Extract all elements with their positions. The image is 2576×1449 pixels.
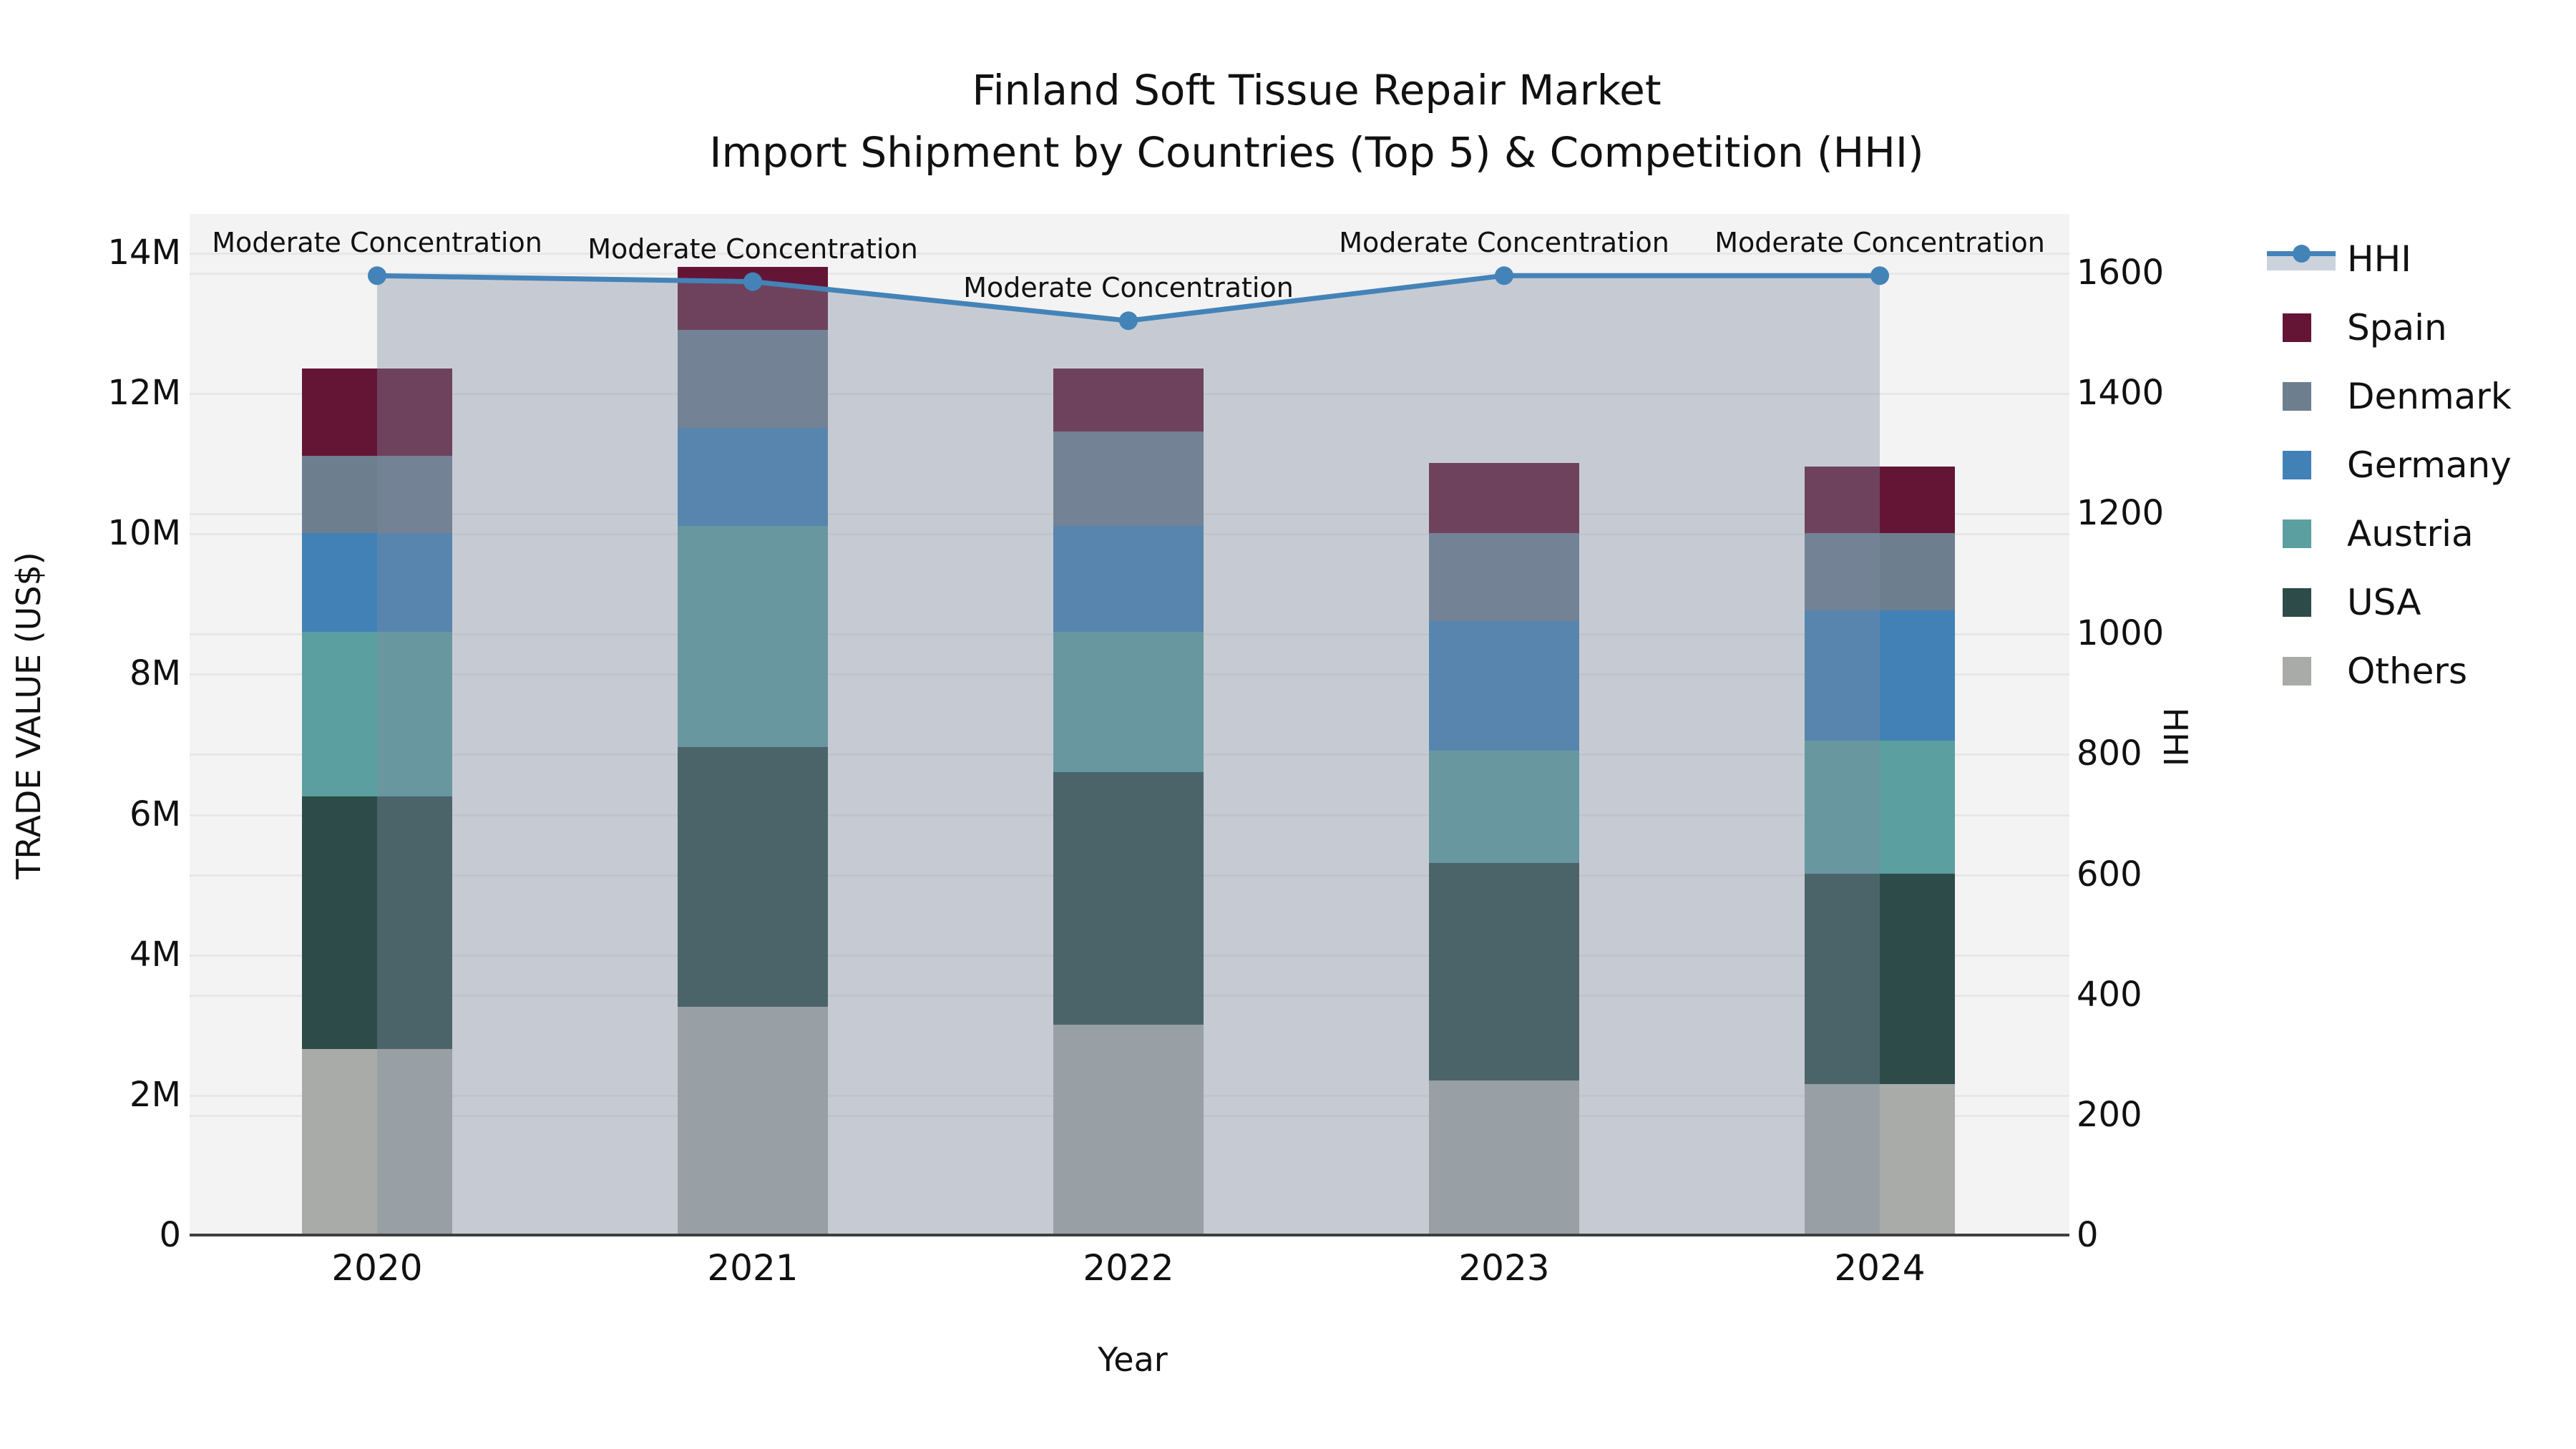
x-axis-spine [190,1234,2069,1236]
y-left-tick-14M: 14M [107,233,182,273]
legend-swatch-spain [2283,313,2311,342]
bar-2021-others [678,1007,828,1235]
y-left-tick-2M: 2M [130,1074,181,1115]
bar-2024-denmark [1805,533,1955,611]
legend-label-hhi: HHI [2347,238,2411,280]
bar-2022-germany [1053,526,1204,632]
y-left-tick-12M: 12M [107,373,182,414]
y-right-tick-1600: 1600 [2077,252,2165,293]
bar-2023-denmark [1429,533,1579,621]
bar-2020-germany [302,533,452,632]
bar-2020-spain [302,368,452,457]
legend-label-denmark: Denmark [2347,376,2512,417]
x-tick-2023: 2023 [1458,1247,1550,1289]
x-tick-2024: 2024 [1834,1247,1926,1289]
y-left-tick-10M: 10M [107,513,182,554]
chart-title-line2: Import Shipment by Countries (Top 5) & C… [709,128,1924,177]
bar-2021-usa [678,747,828,1008]
y-right-tick-200: 200 [2077,1094,2142,1135]
annotation-2020: Moderate Concentration [212,227,542,259]
bar-2022-others [1053,1024,1204,1235]
annotation-2023: Moderate Concentration [1339,227,1669,259]
bar-2023-spain [1429,463,1579,534]
bar-2023-germany [1429,620,1579,751]
legend-swatch-usa [2283,588,2311,617]
legend-label-usa: USA [2347,582,2421,623]
gridline-trade-14M [190,253,2069,255]
chart-title: Finland Soft Tissue Repair Market Import… [29,69,2576,174]
bar-2021-germany [678,428,828,527]
bar-2020-austria [302,631,452,797]
bar-2020-others [302,1049,452,1235]
legend-label-others: Others [2347,650,2468,692]
bar-2021-denmark [678,329,828,429]
y-axis-title-left: TRADE VALUE (US$) [9,552,48,879]
bar-2024-germany [1805,610,1955,741]
legend-hhi-line-sample [2267,245,2336,273]
legend-label-germany: Germany [2347,444,2512,486]
y-left-tick-6M: 6M [130,794,181,834]
annotation-2022: Moderate Concentration [963,272,1294,304]
bar-2020-usa [302,796,452,1050]
bar-2024-others [1805,1084,1955,1235]
bar-2024-austria [1805,740,1955,874]
y-right-tick-1000: 1000 [2077,613,2165,654]
annotation-2024: Moderate Concentration [1714,227,2045,259]
legend-swatch-austria [2283,519,2311,548]
legend-label-spain: Spain [2347,307,2447,348]
y-left-tick-0: 0 [159,1215,181,1255]
y-left-tick-8M: 8M [130,653,181,694]
bar-2022-usa [1053,771,1204,1025]
legend-swatch-others [2283,657,2311,686]
chart-title-line1: Finland Soft Tissue Repair Market [972,66,1662,114]
y-left-tick-4M: 4M [130,934,181,975]
annotation-2021: Moderate Concentration [587,233,918,265]
bar-2021-spain [678,266,828,330]
y-right-tick-0: 0 [2077,1215,2099,1255]
legend-swatch-germany [2283,451,2311,479]
bar-2023-usa [1429,863,1579,1081]
bar-2022-denmark [1053,431,1204,527]
bar-2022-austria [1053,631,1204,772]
bar-2024-usa [1805,873,1955,1085]
bar-2022-spain [1053,368,1204,432]
bar-2021-austria [678,526,828,748]
y-right-tick-400: 400 [2077,974,2142,1015]
x-axis-title: Year [1098,1340,1168,1379]
x-tick-2020: 2020 [331,1247,423,1289]
legend-hhi-marker-icon [2293,245,2311,263]
legend-swatch-denmark [2283,382,2311,411]
legend-label-austria: Austria [2347,513,2474,555]
y-right-tick-600: 600 [2077,854,2142,894]
bar-2020-denmark [302,456,452,534]
y-right-tick-1200: 1200 [2077,493,2165,534]
x-tick-2022: 2022 [1083,1247,1174,1289]
bar-2023-austria [1429,751,1579,864]
y-axis-title-right: HHI [2156,707,2195,767]
y-right-tick-1400: 1400 [2077,373,2165,414]
bar-2024-spain [1805,467,1955,534]
bar-2023-others [1429,1080,1579,1235]
y-right-tick-800: 800 [2077,733,2142,774]
x-tick-2021: 2021 [707,1247,799,1289]
